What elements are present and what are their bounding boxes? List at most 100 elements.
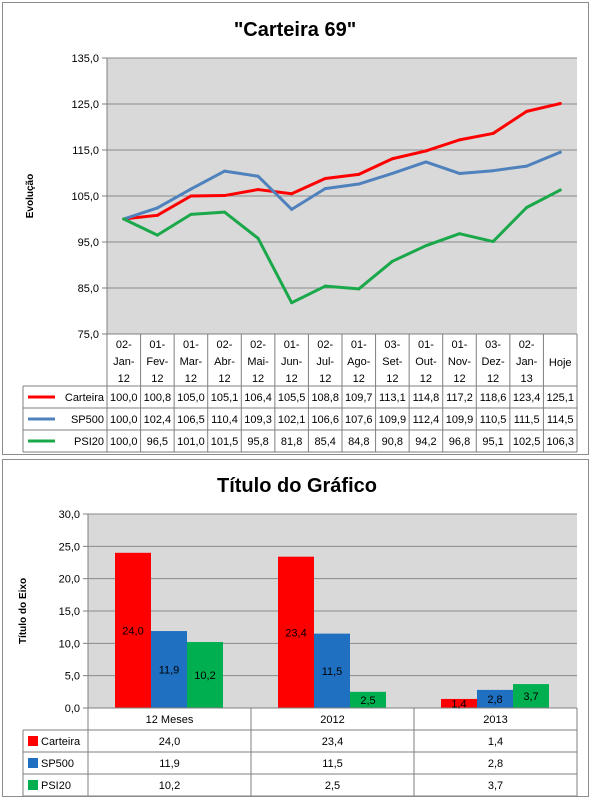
y-tick-label: 20,0 bbox=[59, 574, 80, 586]
data-point bbox=[491, 169, 495, 173]
data-point bbox=[256, 174, 260, 178]
y-tick-label: 135,0 bbox=[71, 53, 99, 65]
table-cell: 125,1 bbox=[546, 392, 574, 404]
table-cell: 100,0 bbox=[110, 436, 138, 448]
table-cell: 94,2 bbox=[415, 436, 436, 448]
legend-key-carteira bbox=[28, 736, 38, 746]
table-cell: 23,4 bbox=[322, 736, 343, 748]
legend-label: SP500 bbox=[41, 758, 74, 770]
x-tick-label: 03- bbox=[384, 339, 400, 351]
y-tick-label: 10,0 bbox=[59, 638, 80, 650]
legend-label: Carteira bbox=[65, 392, 105, 404]
data-point bbox=[323, 284, 327, 288]
table-cell: 101,0 bbox=[177, 436, 205, 448]
table-cell: 105,5 bbox=[278, 392, 306, 404]
table-cell: 114,5 bbox=[547, 414, 574, 426]
table-cell: 95,8 bbox=[247, 436, 268, 448]
legend-key-psi20 bbox=[28, 780, 38, 790]
table-cell: 110,5 bbox=[480, 414, 507, 426]
table-cell: 2,8 bbox=[488, 758, 503, 770]
table-cell: 112,4 bbox=[413, 414, 440, 426]
table-cell: 11,5 bbox=[322, 758, 343, 770]
table-cell: 109,3 bbox=[244, 414, 272, 426]
x-tick-label: Mar- bbox=[180, 356, 203, 368]
series-line-carteira bbox=[122, 102, 562, 221]
x-tick-label: Hoje bbox=[549, 357, 572, 369]
data-point bbox=[390, 259, 394, 263]
data-point bbox=[357, 172, 361, 176]
bar-data-label: 23,4 bbox=[285, 627, 306, 639]
table-cell: 100,8 bbox=[144, 392, 172, 404]
table-cell: 109,7 bbox=[345, 392, 373, 404]
data-point bbox=[223, 194, 226, 198]
x-tick-label: Nov- bbox=[448, 356, 472, 368]
x-tick-label: 01- bbox=[284, 339, 300, 351]
x-tick-label: 01- bbox=[183, 339, 199, 351]
y-tick-label: 25,0 bbox=[59, 541, 80, 553]
data-point bbox=[458, 171, 461, 175]
table-cell: 105,1 bbox=[211, 392, 239, 404]
x-tick-label: 03- bbox=[485, 339, 501, 351]
data-point bbox=[458, 232, 461, 236]
legend-label: PSI20 bbox=[74, 436, 104, 448]
bar-psi20 bbox=[350, 691, 386, 708]
table-cell: 1,4 bbox=[488, 736, 503, 748]
table-cell: 113,1 bbox=[379, 392, 406, 404]
data-point bbox=[323, 177, 327, 181]
x-tick-label: Jan- bbox=[516, 356, 538, 368]
data-point bbox=[558, 150, 562, 154]
bar-chart-panel: Título do Gráfico 0,0 5,0 10,0 15,0 20,0 25,0 3… bbox=[2, 459, 589, 797]
table-cell: 11,9 bbox=[159, 758, 180, 770]
x-tick-label: 12 bbox=[151, 373, 163, 385]
data-point bbox=[491, 240, 495, 244]
data-point bbox=[525, 206, 529, 209]
line-chart: "Carteira 69" 75,0 85,0 95,0 105,0 115,0 125,0… bbox=[22, 19, 578, 453]
x-tick-label: 12 bbox=[386, 373, 398, 385]
x-tick-label: 01- bbox=[418, 339, 434, 351]
table-cell: 2,5 bbox=[325, 780, 340, 792]
bar-data-label: 2,8 bbox=[487, 694, 502, 706]
table-cell: 101,5 bbox=[211, 436, 239, 448]
x-tick-label: 02- bbox=[519, 339, 535, 351]
x-tick-label: 12 Meses bbox=[146, 714, 194, 726]
table-cell: 105,0 bbox=[177, 392, 205, 404]
bar-chart: Título do Gráfico 0,0 5,0 10,0 15,0 20,0 25,0 3… bbox=[18, 475, 578, 797]
chart-title: "Carteira 69" bbox=[234, 19, 356, 41]
data-point bbox=[189, 194, 193, 198]
table-cell: 118,6 bbox=[480, 392, 507, 404]
bar-psi20 bbox=[187, 642, 223, 708]
y-tick-label: 125,0 bbox=[71, 99, 99, 111]
table-cell: 109,9 bbox=[446, 414, 474, 426]
bar-data-label: 24,0 bbox=[122, 625, 143, 637]
table-cell: 85,4 bbox=[315, 436, 336, 448]
bar-psi20 bbox=[513, 684, 549, 708]
table-cell: 3,7 bbox=[488, 780, 503, 792]
bar-data-label: 3,7 bbox=[523, 691, 538, 703]
data-point bbox=[189, 187, 193, 191]
bar-sp500 bbox=[477, 689, 513, 708]
x-tick-label: 02- bbox=[116, 339, 132, 351]
x-tick-label: 01- bbox=[149, 339, 165, 351]
data-point bbox=[122, 217, 126, 221]
y-tick-label: 5,0 bbox=[65, 671, 80, 683]
table-cell: 111,5 bbox=[514, 414, 540, 426]
x-tick-label: Jan- bbox=[113, 356, 135, 368]
bar-data-label: 1,4 bbox=[451, 698, 466, 710]
series-line-psi20 bbox=[122, 188, 562, 305]
x-tick-label: 12 bbox=[252, 373, 264, 385]
data-point bbox=[357, 182, 361, 186]
x-tick-label: Ago- bbox=[347, 356, 371, 368]
table-cell: 102,5 bbox=[513, 436, 541, 448]
bar-carteira bbox=[278, 556, 314, 708]
table-cell: 106,3 bbox=[546, 436, 574, 448]
data-point bbox=[458, 138, 461, 142]
x-tick-label: 2013 bbox=[483, 714, 507, 726]
table-cell: 96,5 bbox=[147, 436, 168, 448]
table-cell: 106,6 bbox=[311, 414, 339, 426]
x-tick-label: 12 bbox=[218, 373, 230, 385]
data-point bbox=[491, 131, 495, 135]
data-point bbox=[290, 301, 294, 305]
data-point bbox=[357, 287, 361, 291]
bar-data-label: 11,9 bbox=[159, 665, 180, 677]
y-tick-label: 75,0 bbox=[78, 329, 99, 341]
